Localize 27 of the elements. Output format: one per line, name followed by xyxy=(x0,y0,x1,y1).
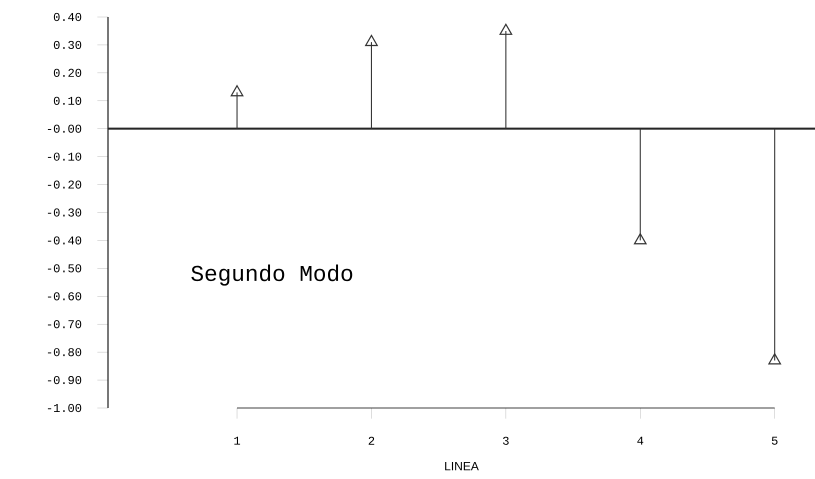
y-tick-label: -0.30 xyxy=(48,208,82,217)
y-tick-label: -0.90 xyxy=(48,376,82,384)
y-tick-label: -0.40 xyxy=(48,236,82,245)
y-tick-label: 0.30 xyxy=(54,40,82,50)
y-tick-label: -0.50 xyxy=(48,264,82,272)
x-tick-label: 4 xyxy=(637,436,644,445)
x-tick-label: 1 xyxy=(234,436,240,445)
y-tick-label: 0.20 xyxy=(54,68,82,77)
y-tick-label: -0.70 xyxy=(48,320,82,328)
point xyxy=(365,34,378,46)
y-tick-label: -0.20 xyxy=(48,180,82,189)
y-tick-label: 0.10 xyxy=(54,96,82,105)
y-tick-label: 0.40 xyxy=(54,12,82,22)
point xyxy=(230,85,244,96)
x-tick-label: 5 xyxy=(772,436,778,445)
annotation: Segundo Modo xyxy=(191,264,352,286)
point xyxy=(768,353,782,364)
point xyxy=(499,24,512,35)
y-tick-label: -0.10 xyxy=(48,152,82,161)
point xyxy=(634,233,647,244)
x-tick-label: 2 xyxy=(368,436,374,445)
y-tick-label: -0.80 xyxy=(48,348,82,356)
x-axis-title: LINEA xyxy=(445,462,479,470)
y-tick-label: -0.60 xyxy=(48,292,82,300)
y-tick-label: -1.00 xyxy=(48,404,82,412)
y-tick-label: -0.00 xyxy=(48,124,82,133)
x-tick-label: 3 xyxy=(503,436,509,445)
